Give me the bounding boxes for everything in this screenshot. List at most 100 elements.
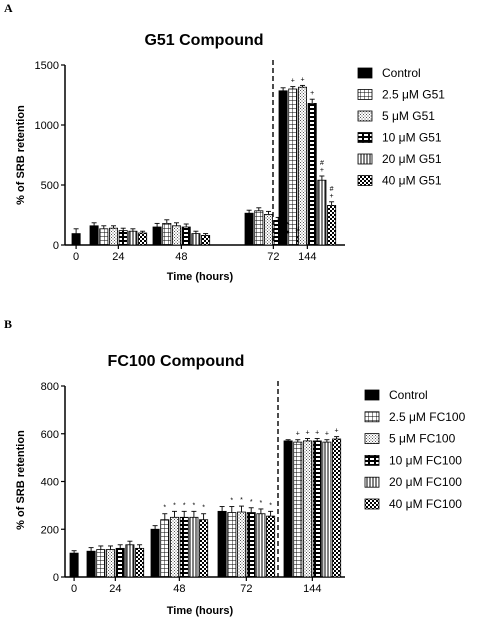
bar — [283, 440, 293, 578]
y-tick-label: 200 — [41, 524, 59, 536]
significance-mark: * — [260, 500, 263, 507]
bar — [128, 230, 138, 246]
bar — [181, 226, 191, 246]
bar — [317, 179, 327, 246]
legend-label: 20 μM G51 — [382, 152, 442, 166]
panel-label-a: A — [4, 1, 13, 15]
legend-swatch — [364, 389, 380, 401]
significance-mark: * — [269, 502, 272, 509]
x-tick-label: 72 — [240, 583, 252, 595]
bar — [332, 438, 342, 578]
significance-mark: + — [291, 78, 295, 85]
legend-label: 40 μM FC100 — [389, 497, 462, 511]
bar — [266, 515, 276, 578]
significance-mark: # — [320, 160, 324, 167]
bar — [99, 228, 109, 246]
bar — [89, 225, 99, 246]
legend-label: 5 μM FC100 — [389, 432, 456, 446]
bar — [150, 528, 160, 578]
chart-title-a: G51 Compound — [144, 32, 263, 49]
chart-title-b: FC100 Compound — [108, 353, 245, 370]
bar — [201, 234, 211, 246]
significance-mark: * — [202, 505, 205, 512]
x-tick-label: 144 — [303, 583, 321, 595]
y-tick-label: 500 — [41, 180, 59, 192]
bar — [135, 547, 145, 578]
legend-swatch — [357, 110, 373, 122]
x-tick-label: 24 — [112, 251, 124, 263]
legend-swatch — [357, 175, 373, 186]
bar — [293, 441, 303, 578]
bar — [171, 225, 181, 246]
bar — [236, 511, 246, 578]
bar — [160, 519, 170, 578]
legend-swatch — [364, 476, 380, 488]
bar — [125, 544, 135, 578]
significance-mark: + — [310, 90, 314, 97]
bar — [263, 213, 273, 246]
legend-label: 2.5 μM FC100 — [389, 410, 466, 424]
bar — [106, 549, 116, 578]
bar — [109, 227, 119, 246]
significance-mark: + — [315, 430, 319, 437]
x-tick-label: 144 — [298, 251, 316, 263]
significance-mark: * — [173, 502, 176, 509]
bar — [169, 516, 179, 578]
legend-swatch — [364, 498, 380, 510]
legend-swatch — [364, 433, 380, 445]
chart-b: 0 200 400 600 800 0 24 48 72 144 * * * * * * * * * * + + + + + Co… — [41, 381, 466, 595]
legend-swatch — [364, 411, 380, 423]
x-tick-label: 72 — [267, 251, 279, 263]
legend-swatch — [357, 153, 373, 165]
x-tick-label: 0 — [73, 251, 79, 263]
bar — [71, 233, 81, 246]
legend-label: 5 μM G51 — [382, 109, 435, 123]
bar — [118, 230, 128, 246]
legend-label: 2.5 μM G51 — [382, 88, 445, 102]
y-tick-label: 0 — [53, 240, 59, 252]
legend-swatch — [364, 454, 380, 466]
significance-mark: + — [335, 428, 339, 435]
bar — [302, 440, 312, 578]
bar — [288, 88, 298, 246]
bar — [179, 516, 189, 578]
significance-mark: + — [325, 431, 329, 438]
bar — [227, 512, 237, 578]
y-tick-label: 1500 — [35, 60, 59, 72]
significance-mark: * — [183, 502, 186, 509]
bar — [297, 86, 307, 246]
significance-mark: + — [330, 193, 334, 200]
legend-label: 10 μM FC100 — [389, 453, 462, 467]
legend-label: Control — [382, 66, 421, 80]
significance-mark: * — [163, 505, 166, 512]
bar — [256, 513, 266, 578]
bar — [217, 510, 227, 578]
legend-swatch — [357, 132, 373, 143]
y-tick-label: 600 — [41, 429, 59, 441]
bar — [312, 440, 322, 578]
significance-mark: + — [305, 430, 309, 437]
bar — [199, 519, 209, 578]
significance-mark: # — [330, 186, 334, 193]
bar — [327, 204, 337, 246]
legend-swatch — [357, 67, 373, 79]
legend-swatch — [357, 89, 373, 100]
bar — [307, 103, 317, 246]
significance-mark: * — [230, 498, 233, 505]
significance-mark: # — [296, 228, 300, 235]
bar — [162, 222, 172, 246]
y-tick-label: 400 — [41, 477, 59, 489]
bar — [244, 212, 254, 246]
significance-mark: * — [240, 497, 243, 504]
significance-mark: + — [296, 431, 300, 438]
y-tick-label: 800 — [41, 381, 59, 393]
x-tick-label: 48 — [173, 583, 185, 595]
significance-mark: + — [300, 76, 304, 83]
x-tick-label: 0 — [71, 583, 77, 595]
significance-mark: * — [287, 222, 290, 229]
y-tick-label: 0 — [53, 572, 59, 584]
bar — [246, 512, 256, 578]
x-tick-label: 24 — [109, 583, 121, 595]
